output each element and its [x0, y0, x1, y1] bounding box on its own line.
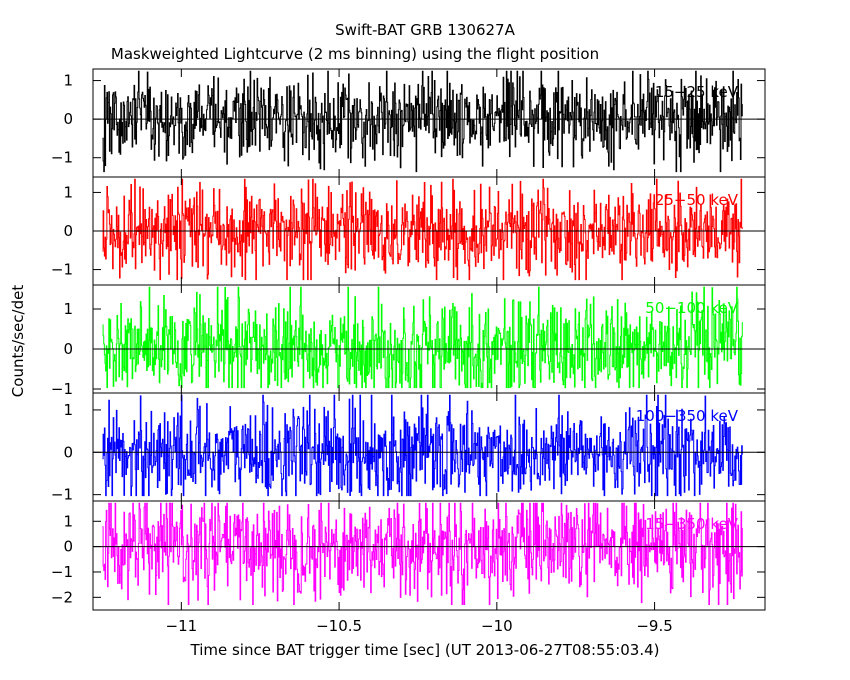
panel-4: −1 0 1 100−350 keV [51, 392, 766, 504]
y-tick-label: 0 [63, 538, 73, 556]
panel-2: −1 0 1 25−50 keV [51, 176, 766, 286]
x-tick-label: −10 [481, 617, 513, 635]
y-tick-label: 1 [63, 401, 73, 419]
lightcurve-series [102, 394, 743, 497]
x-tick-label: −11 [166, 617, 198, 635]
y-tick-label: 0 [63, 110, 73, 128]
panel-frame [92, 500, 766, 611]
band-label: 100−350 keV [636, 407, 739, 425]
y-tick-label: 0 [63, 340, 73, 358]
chart-title: Swift-BAT GRB 130627A [335, 21, 515, 39]
y-tick-label: −1 [51, 563, 73, 581]
y-tick-label: −1 [51, 149, 73, 167]
lightcurve-series [102, 70, 743, 173]
y-tick-label: −1 [51, 261, 73, 279]
panel-3: −1 0 1 50−100 keV [51, 284, 766, 398]
y-tick-label: 0 [63, 443, 73, 461]
panel-1: −1 0 1 15−25 keV [51, 68, 766, 178]
y-tick-label: 1 [63, 72, 73, 90]
band-label: 25−50 keV [655, 191, 739, 209]
y-tick-label: −2 [51, 588, 73, 606]
y-tick-label: 1 [63, 300, 73, 318]
chart-subtitle: Maskweighted Lightcurve (2 ms binning) u… [111, 45, 599, 63]
y-tick-label: 1 [63, 183, 73, 201]
panels-group: −1 0 1 15−25 keV −1 0 1 25−50 keV −1 0 1 50−100 keV… [51, 68, 766, 611]
y-tick-label: 0 [63, 222, 73, 240]
y-tick-label: 1 [63, 512, 73, 530]
x-axis: −11 −10.5 −10 −9.5 [166, 617, 673, 635]
lightcurve-series [102, 178, 743, 281]
y-tick-label: −1 [51, 486, 73, 504]
lightcurve-series [102, 286, 743, 389]
y-axis-title: Counts/sec/det [9, 285, 27, 398]
panel-5: −2 −1 0 1 15−350 keV [51, 500, 766, 611]
x-axis-title: Time since BAT trigger time [sec] (UT 20… [190, 641, 660, 659]
band-label: 15−350 keV [645, 515, 738, 533]
band-label: 50−100 keV [645, 299, 738, 317]
x-tick-label: −9.5 [636, 617, 672, 635]
lightcurve-series [102, 502, 743, 605]
x-tick-label: −10.5 [316, 617, 362, 635]
y-tick-label: −1 [51, 380, 73, 398]
band-label: 15−25 keV [655, 83, 739, 101]
